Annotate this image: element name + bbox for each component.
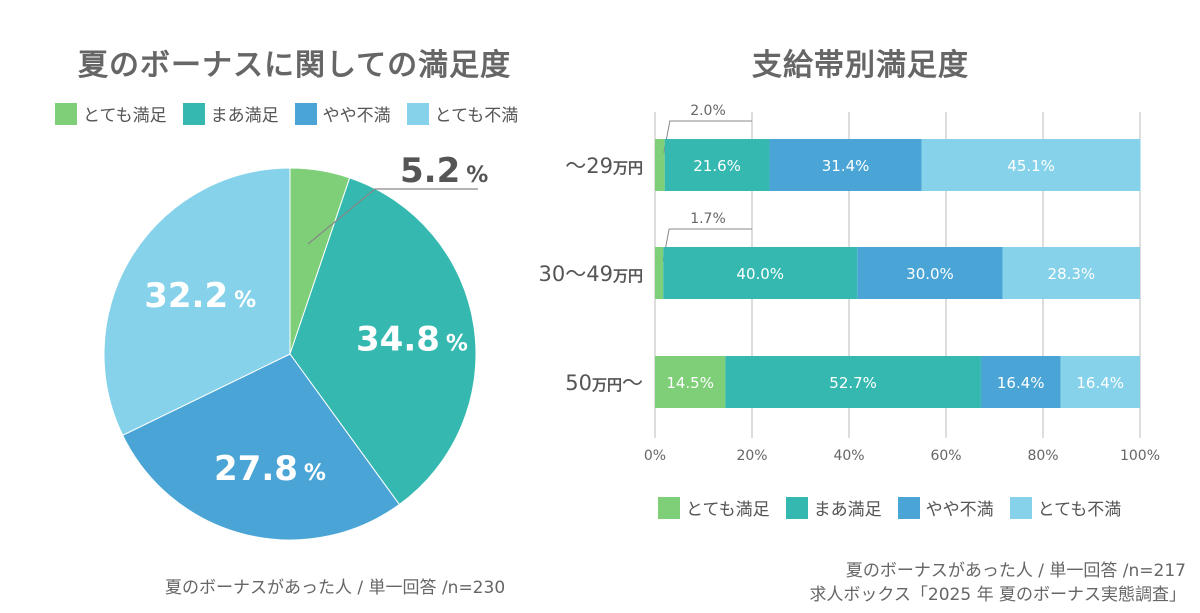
bar-segment: [655, 247, 664, 299]
bar-value-label: 14.5%: [666, 374, 714, 392]
bar-chart-title: 支給帯別満足度: [752, 48, 969, 83]
category-number: 50: [565, 371, 592, 395]
x-tick-label: 20%: [736, 448, 767, 464]
legend-item-dissatisfied: やや不満: [294, 101, 391, 126]
legend-swatch: [406, 102, 429, 125]
bar-value-label: 40.0%: [736, 265, 784, 283]
pie-chart-title: 夏のボーナスに関しての満足度: [78, 48, 512, 83]
category-number: 30〜49: [539, 262, 613, 286]
legend-label: とても満足: [686, 500, 770, 520]
pie-slice-very-dissatisfied: [103, 167, 291, 436]
legend-label: とても不満: [434, 106, 519, 126]
source-note: 求人ボックス「2025 年 夏のボーナス実態調査」: [809, 585, 1186, 605]
category-label: 30〜49万円: [539, 262, 643, 286]
category-unit: 万円: [591, 376, 622, 394]
pie-slice-satisfied: [289, 177, 477, 506]
category-unit: 万円: [612, 267, 643, 285]
pie-value-unit: %: [304, 461, 326, 486]
legend-label: やや不満: [925, 500, 994, 520]
legend-swatch: [55, 102, 77, 125]
legend-item-very-satisfied: とても満足: [658, 495, 770, 520]
bar-segment: [769, 139, 922, 191]
legend-item-very-satisfied: とても満足: [55, 101, 167, 126]
category-label: 〜29万円: [565, 154, 643, 178]
bar-segment: [1060, 356, 1140, 408]
bar-value-label: 52.7%: [829, 374, 877, 392]
pie-value-unit: %: [234, 288, 256, 313]
bar-segment: [921, 139, 1141, 191]
legend-label: とても満足: [83, 106, 167, 126]
bar-segment: [725, 356, 981, 408]
pie-slice-dissatisfied: [122, 353, 401, 541]
bar-segment: [655, 139, 665, 191]
legend-swatch: [1009, 496, 1032, 519]
bar-value-label: 31.4%: [822, 157, 870, 175]
legend-swatch: [294, 102, 317, 125]
bar-segment: [664, 139, 770, 191]
bar-segment: [655, 356, 726, 408]
legend-label: やや不満: [322, 106, 391, 126]
bar-value-label: 28.3%: [1048, 265, 1096, 283]
legend-swatch: [658, 496, 680, 519]
pie-value-label: 5.2%: [400, 151, 488, 191]
x-tick-label: 40%: [833, 448, 864, 464]
bar-value-label: 2.0%: [690, 103, 726, 119]
pie-footnote: 夏のボーナスがあった人 / 単一回答 /n=230: [165, 578, 506, 598]
bar-segment: [980, 356, 1061, 408]
legend-swatch: [897, 496, 920, 519]
legend-item-very-dissatisfied: とても不満: [1009, 495, 1122, 520]
bar-value-label: 21.6%: [693, 157, 741, 175]
category-suffix: 〜: [622, 371, 643, 395]
pie-leader-line: [307, 188, 478, 245]
pie-value-unit: %: [446, 332, 468, 357]
bar-value-label: 16.4%: [1076, 374, 1124, 392]
pie-value-unit: %: [466, 163, 488, 188]
legend-item-satisfied: まあ満足: [182, 101, 279, 126]
legend-swatch: [785, 496, 808, 519]
legend-label: まあ満足: [813, 500, 882, 520]
legend-item-dissatisfied: やや不満: [897, 495, 994, 520]
pie-chart: 5.2 %34.8 %27.8 %32.2%: [103, 151, 488, 541]
x-tick-label: 60%: [930, 448, 961, 464]
legend-swatch: [182, 102, 205, 125]
pie-legend: とても満足 まあ満足 やや不満 とても不満: [55, 101, 534, 126]
legend-item-satisfied: まあ満足: [785, 495, 882, 520]
bar-value-label: 16.4%: [997, 374, 1045, 392]
bar-segment: [1002, 247, 1140, 299]
legend-label: まあ満足: [210, 106, 279, 126]
x-tick-label: 100%: [1120, 448, 1160, 464]
category-unit: 万円: [612, 159, 643, 177]
bar-legend: とても満足 まあ満足 やや不満 とても不満: [658, 495, 1137, 520]
bar-value-label: 30.0%: [906, 265, 954, 283]
category-number: 〜29: [565, 154, 613, 178]
bar-value-label: 1.7%: [690, 211, 726, 227]
legend-label: とても不満: [1037, 500, 1122, 520]
bar-value-label: 45.1%: [1007, 157, 1055, 175]
x-tick-label: 0%: [644, 448, 666, 464]
category-label: 50万円〜: [565, 371, 643, 395]
bar-footnote: 夏のボーナスがあった人 / 単一回答 /n=217: [845, 561, 1186, 581]
bar-segment: [857, 247, 1003, 299]
bar-segment: [663, 247, 858, 299]
x-tick-label: 80%: [1027, 448, 1058, 464]
legend-item-very-dissatisfied: とても不満: [406, 101, 519, 126]
